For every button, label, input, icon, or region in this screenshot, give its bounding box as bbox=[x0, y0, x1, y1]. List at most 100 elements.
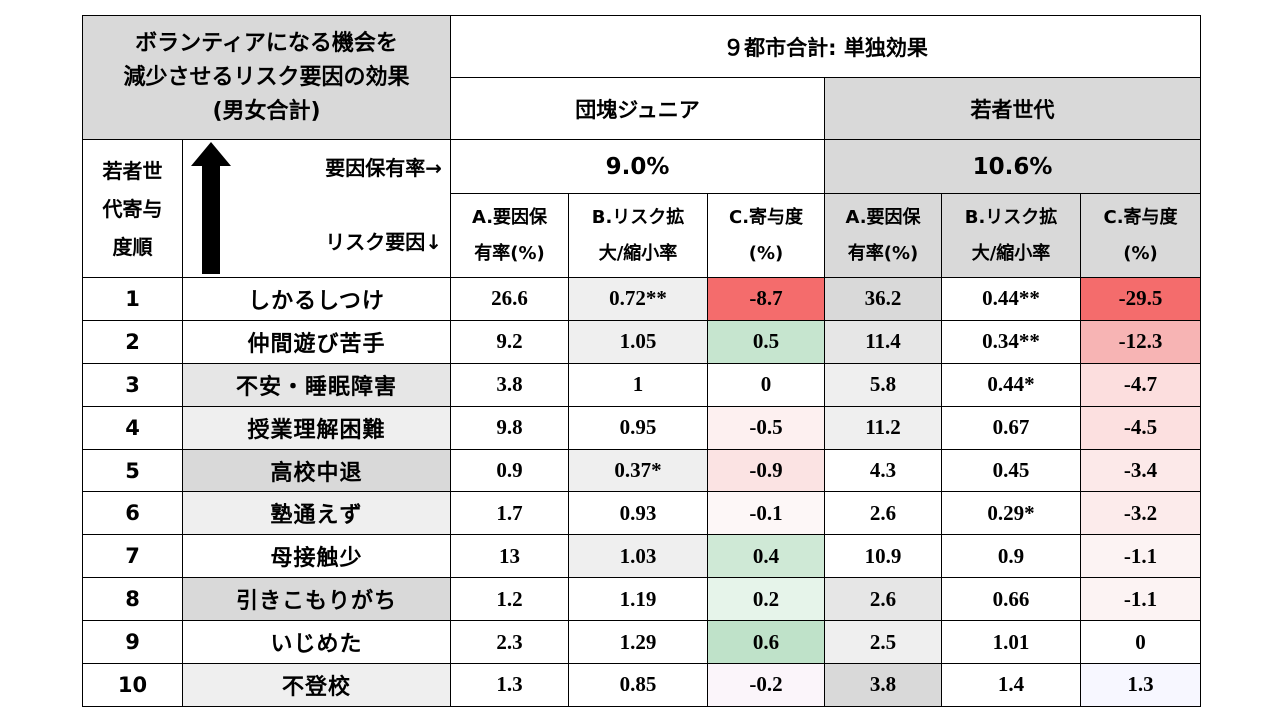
group2-rate-cell: 5.8 bbox=[824, 362, 943, 407]
col-a2-header: A.要因保 有率(%) bbox=[824, 193, 943, 278]
table-row: 8 引きこもりがち 1.2 1.19 0.2 2.6 0.66 -1.1 bbox=[82, 577, 1202, 622]
rank-cell: 5 bbox=[82, 448, 183, 493]
rank-label-line-2: 代寄与 bbox=[102, 196, 163, 221]
group2-rate-cell: 2.5 bbox=[824, 620, 943, 665]
group1-risk-cell: 0.93 bbox=[568, 491, 709, 536]
group1-risk-cell: 0.72** bbox=[568, 277, 709, 321]
rank-label-line-1: 若者世 bbox=[102, 158, 163, 183]
col-b1-header: B.リスク拡 大/縮小率 bbox=[568, 193, 709, 278]
factor-cell: しかるしつけ bbox=[181, 277, 452, 321]
group1-risk-cell: 0.37* bbox=[568, 448, 709, 493]
group1-risk-cell: 0.85 bbox=[568, 663, 709, 707]
group1-contrib-cell: -0.9 bbox=[707, 448, 826, 493]
rank-cell: 2 bbox=[82, 319, 183, 364]
table-row: 1 しかるしつけ 26.6 0.72** -8.7 36.2 0.44** -29.5 bbox=[82, 277, 1202, 321]
rank-order-label: 若者世 代寄与 度順 bbox=[82, 139, 183, 278]
group1-risk-cell: 1.19 bbox=[568, 577, 709, 622]
group2-rate: 10.6% bbox=[824, 139, 1202, 194]
factor-cell: 母接触少 bbox=[181, 534, 452, 579]
col-a1-header: A.要因保 有率(%) bbox=[450, 193, 570, 278]
group2-risk-cell: 0.29* bbox=[941, 491, 1082, 536]
col-c2-header: C.寄与度 (%) bbox=[1080, 193, 1202, 278]
group2-risk-cell: 0.45 bbox=[941, 448, 1082, 493]
rank-cell: 1 bbox=[82, 277, 183, 321]
group2-risk-cell: 1.4 bbox=[941, 663, 1082, 707]
rank-cell: 3 bbox=[82, 362, 183, 407]
group1-contrib-cell: 0.5 bbox=[707, 319, 826, 364]
table-row: 4 授業理解困難 9.8 0.95 -0.5 11.2 0.67 -4.5 bbox=[82, 405, 1202, 450]
group1-contrib-cell: -0.1 bbox=[707, 491, 826, 536]
group2-contrib-cell: -29.5 bbox=[1080, 277, 1202, 321]
group1-rate-cell: 1.7 bbox=[450, 491, 570, 536]
factor-cell: 不安・睡眠障害 bbox=[181, 362, 452, 407]
factor-cell: 仲間遊び苦手 bbox=[181, 319, 452, 364]
group2-contrib-cell: -12.3 bbox=[1080, 319, 1202, 364]
rank-cell: 7 bbox=[82, 534, 183, 579]
table-row: 2 仲間遊び苦手 9.2 1.05 0.5 11.4 0.34** -12.3 bbox=[82, 319, 1202, 364]
group2-risk-cell: 0.67 bbox=[941, 405, 1082, 450]
group1-rate-cell: 2.3 bbox=[450, 620, 570, 665]
group1-rate-cell: 1.3 bbox=[450, 663, 570, 707]
group1-rate-cell: 9.2 bbox=[450, 319, 570, 364]
group2-contrib-cell: 0 bbox=[1080, 620, 1202, 665]
group2-contrib-cell: -4.5 bbox=[1080, 405, 1202, 450]
group1-contrib-cell: -0.5 bbox=[707, 405, 826, 450]
group1-risk-cell: 1.29 bbox=[568, 620, 709, 665]
group2-contrib-cell: 1.3 bbox=[1080, 663, 1202, 707]
group2-rate-cell: 11.4 bbox=[824, 319, 943, 364]
factor-rate-key-label: 要因保有率→ bbox=[325, 156, 443, 180]
table-row: 10 不登校 1.3 0.85 -0.2 3.8 1.4 1.3 bbox=[82, 663, 1202, 707]
group2-rate-cell: 11.2 bbox=[824, 405, 943, 450]
group1-contrib-cell: 0.6 bbox=[707, 620, 826, 665]
risk-factor-key-label: リスク要因↓ bbox=[325, 230, 443, 254]
group1-rate-cell: 1.2 bbox=[450, 577, 570, 622]
group1-risk-cell: 1.03 bbox=[568, 534, 709, 579]
title-line-2: 減少させるリスク要因の効果 bbox=[123, 64, 410, 90]
group1-risk-cell: 1.05 bbox=[568, 319, 709, 364]
group2-contrib-cell: -1.1 bbox=[1080, 534, 1202, 579]
group1-rate-cell: 26.6 bbox=[450, 277, 570, 321]
group1-contrib-cell: -8.7 bbox=[707, 277, 826, 321]
group2-rate-cell: 2.6 bbox=[824, 491, 943, 536]
group1-rate-cell: 0.9 bbox=[450, 448, 570, 493]
table-row: 9 いじめた 2.3 1.29 0.6 2.5 1.01 0 bbox=[82, 620, 1202, 665]
group1-risk-cell: 1 bbox=[568, 362, 709, 407]
group2-contrib-cell: -3.4 bbox=[1080, 448, 1202, 493]
group1-risk-cell: 0.95 bbox=[568, 405, 709, 450]
factor-cell: 引きこもりがち bbox=[181, 577, 452, 622]
table-title: ボランティアになる機会を 減少させるリスク要因の効果 (男女合計) bbox=[81, 15, 452, 140]
risk-factor-table: ボランティアになる機会を 減少させるリスク要因の効果 (男女合計) ９都市合計:… bbox=[81, 15, 1202, 707]
rank-cell: 9 bbox=[82, 620, 183, 665]
group2-contrib-cell: -3.2 bbox=[1080, 491, 1202, 536]
group2-contrib-cell: -4.7 bbox=[1080, 362, 1202, 407]
group1-contrib-cell: 0 bbox=[707, 362, 826, 407]
factor-cell: 高校中退 bbox=[181, 448, 452, 493]
rank-cell: 8 bbox=[82, 577, 183, 622]
rank-cell: 4 bbox=[82, 405, 183, 450]
table-row: 6 塾通えず 1.7 0.93 -0.1 2.6 0.29* -3.2 bbox=[82, 491, 1202, 536]
table-row: 7 母接触少 13 1.03 0.4 10.9 0.9 -1.1 bbox=[82, 534, 1202, 579]
title-line-1: ボランティアになる機会を bbox=[135, 30, 398, 56]
axis-key-cell: 要因保有率→ リスク要因↓ bbox=[181, 139, 452, 278]
group1-header: 団塊ジュニア bbox=[450, 77, 826, 140]
table-row: 5 高校中退 0.9 0.37* -0.9 4.3 0.45 -3.4 bbox=[82, 448, 1202, 493]
group1-rate-cell: 3.8 bbox=[450, 362, 570, 407]
factor-cell: 不登校 bbox=[181, 663, 452, 707]
col-c1-header: C.寄与度 (%) bbox=[707, 193, 826, 278]
group1-rate-cell: 13 bbox=[450, 534, 570, 579]
group1-contrib-cell: 0.4 bbox=[707, 534, 826, 579]
group2-header: 若者世代 bbox=[824, 77, 1202, 140]
group2-contrib-cell: -1.1 bbox=[1080, 577, 1202, 622]
col-b2-header: B.リスク拡 大/縮小率 bbox=[941, 193, 1082, 278]
group2-risk-cell: 0.66 bbox=[941, 577, 1082, 622]
group1-contrib-cell: -0.2 bbox=[707, 663, 826, 707]
group2-rate-cell: 2.6 bbox=[824, 577, 943, 622]
group2-risk-cell: 0.44** bbox=[941, 277, 1082, 321]
group2-rate-cell: 10.9 bbox=[824, 534, 943, 579]
rank-label-line-3: 度順 bbox=[112, 234, 153, 259]
group2-risk-cell: 0.44* bbox=[941, 362, 1082, 407]
group2-rate-cell: 4.3 bbox=[824, 448, 943, 493]
group2-rate-cell: 3.8 bbox=[824, 663, 943, 707]
table-body: 1 しかるしつけ 26.6 0.72** -8.7 36.2 0.44** -29.5 2 仲間遊… bbox=[82, 277, 1202, 707]
rank-cell: 10 bbox=[82, 663, 183, 707]
